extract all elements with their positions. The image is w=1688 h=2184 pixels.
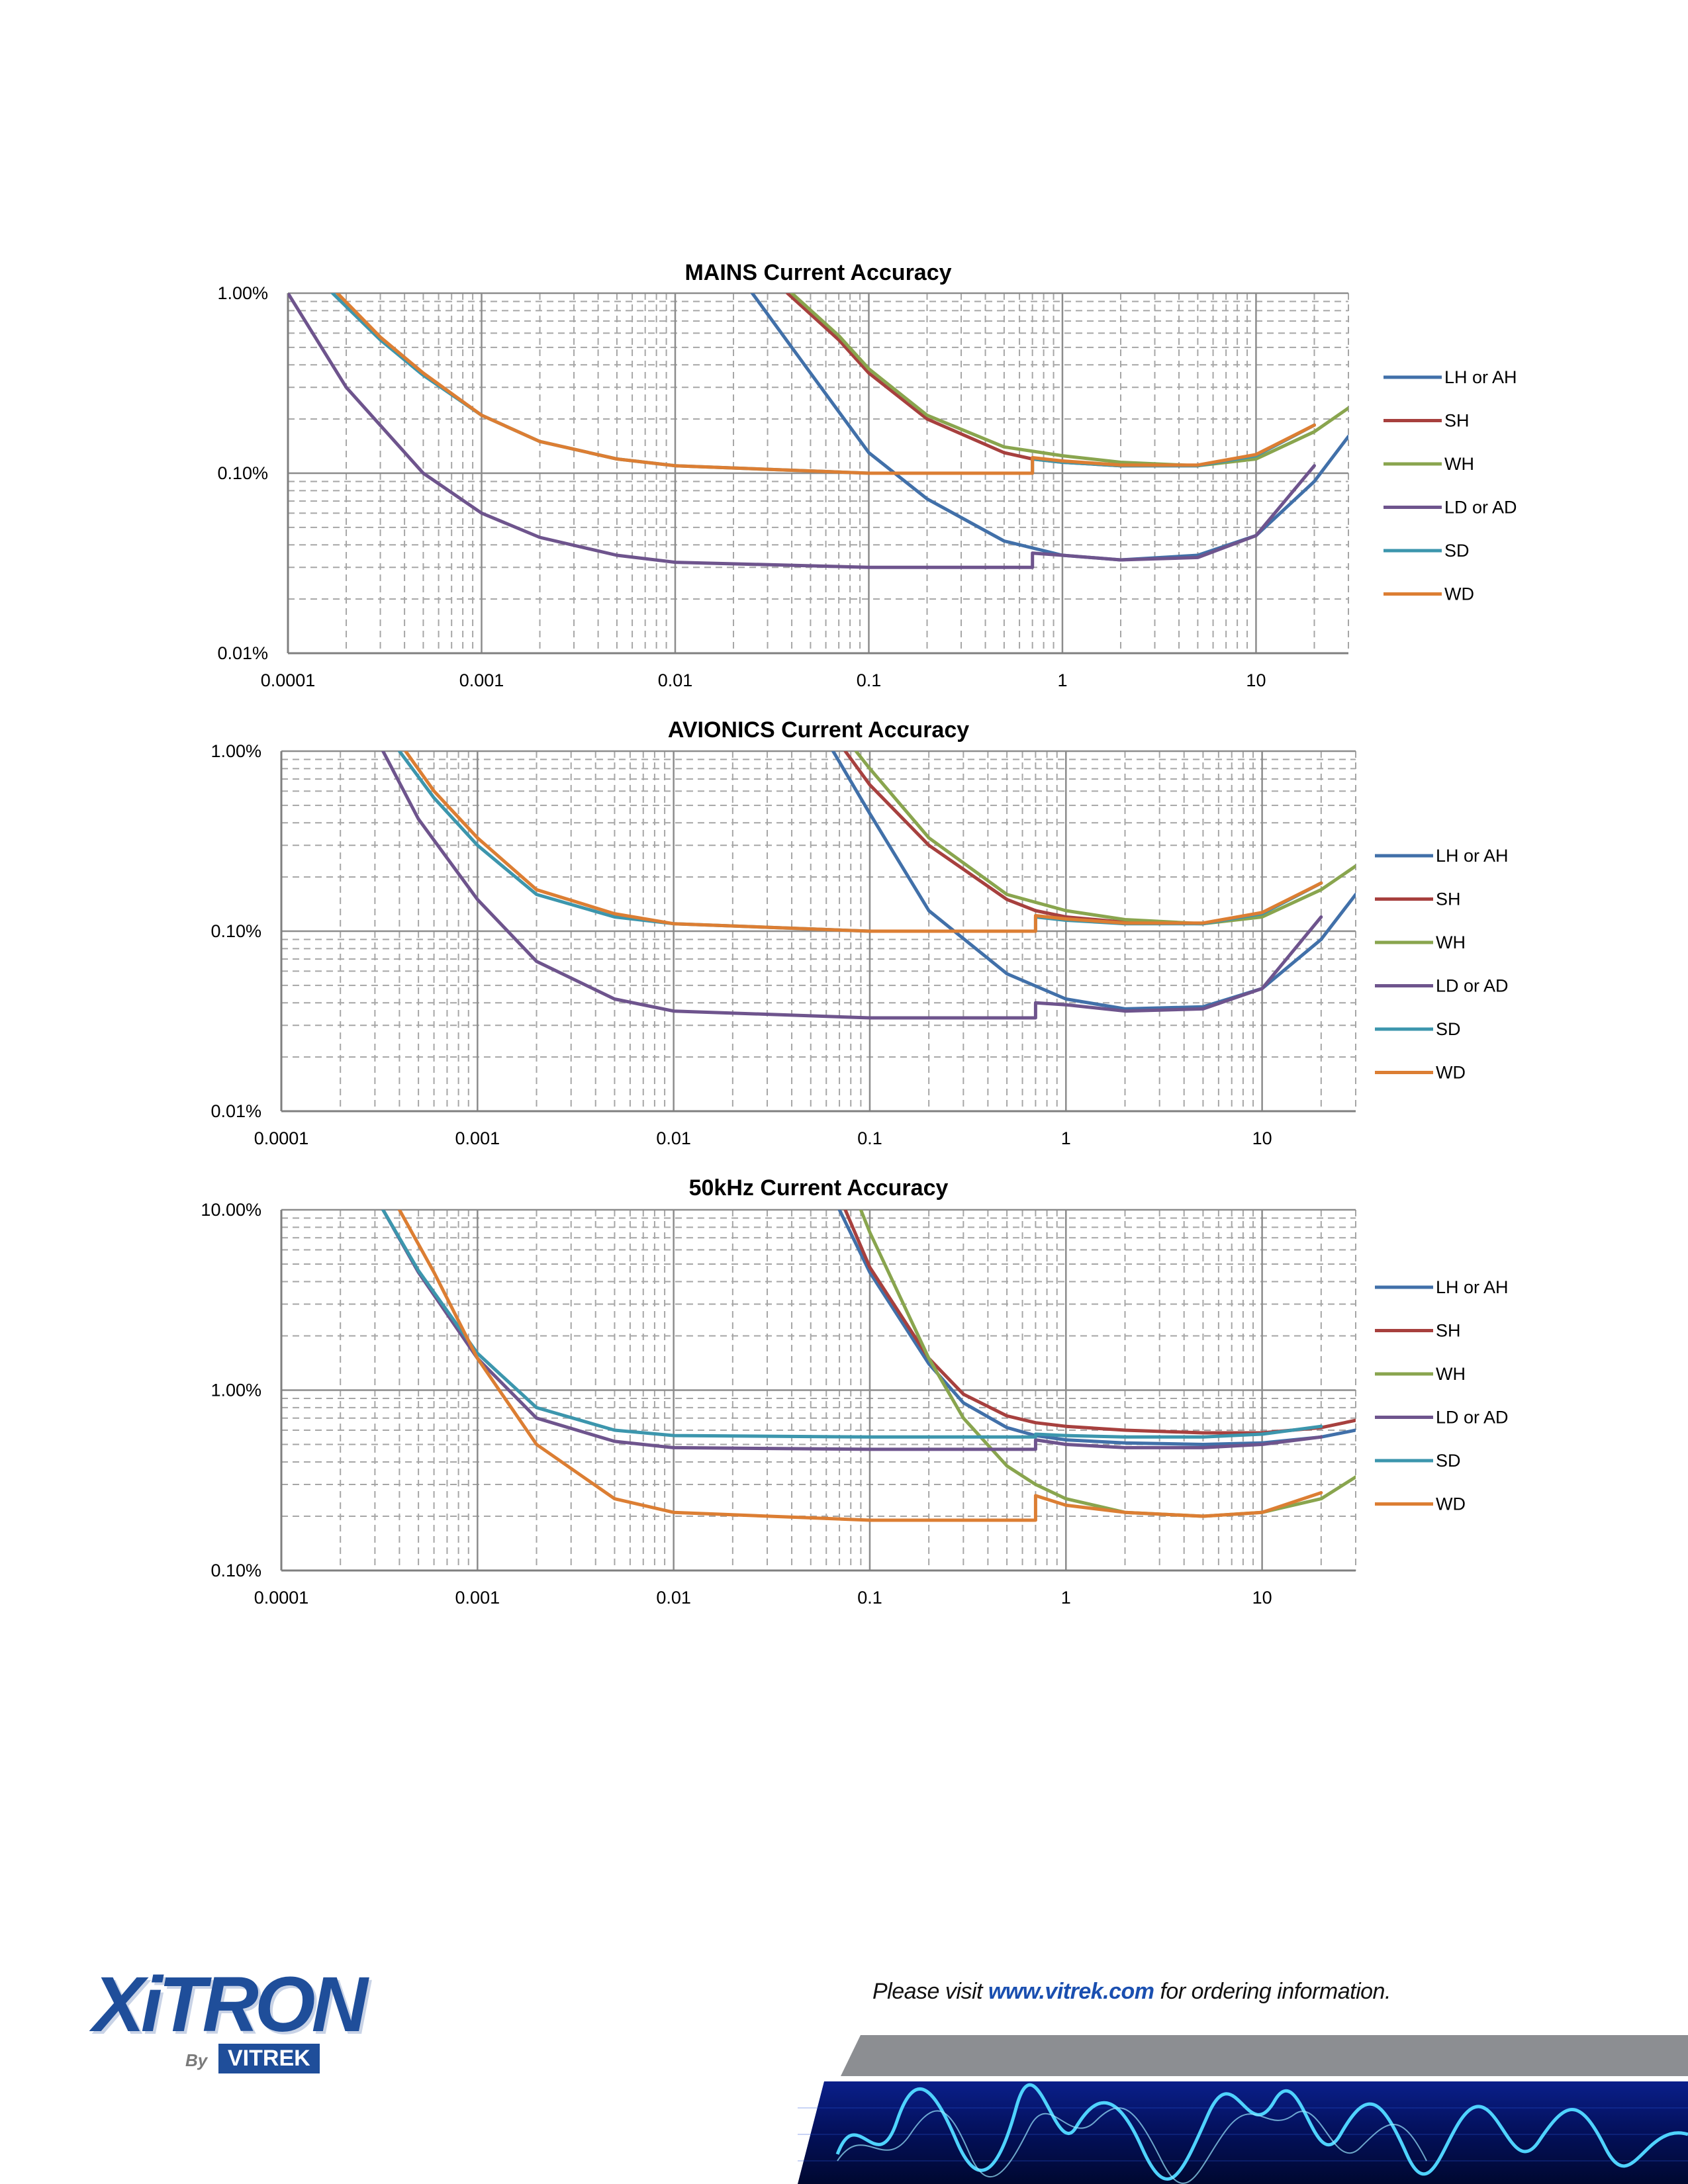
series-line-wd [336, 293, 1316, 475]
legend-label: LH or AH [1436, 846, 1509, 866]
series-line-wh [854, 751, 1356, 926]
legend: LH or AH SH WH LD or AD SD WD [1383, 367, 1517, 604]
xitron-logo: XiTRON By VITREK [93, 1959, 437, 2085]
y-tick-label: 1.00% [217, 283, 268, 303]
logo-by-text: By [185, 2050, 208, 2070]
x-tick-label: 10 [1252, 1128, 1272, 1148]
series-line-wd [397, 1210, 1323, 1522]
logo-vitrek-badge: VITREK [218, 2044, 320, 2074]
series-group [381, 751, 1356, 1020]
x-tick-label: 0.0001 [254, 1128, 309, 1148]
x-tick-label: 1 [1057, 670, 1067, 690]
x-tick-label: 0.001 [455, 1588, 500, 1608]
x-tick-label: 0.01 [656, 1588, 691, 1608]
grid [280, 1208, 1356, 1572]
legend-label: LH or AH [1444, 367, 1517, 387]
ordering-note-suffix: for ordering information. [1154, 1979, 1391, 2004]
chart-title: AVIONICS Current Accuracy [668, 717, 969, 743]
x-tick-label: 0.01 [658, 670, 693, 690]
series-group [381, 1210, 1356, 1522]
ordering-note: Please visit www.vitrek.com for ordering… [872, 1979, 1391, 2005]
charts-area: MAINS Current Accuracy 0.0001 0.001 0.01 0.1… [201, 260, 1517, 1608]
y-tick-label: 0.01% [211, 1101, 261, 1121]
chart-title: 50kHz Current Accuracy [689, 1175, 949, 1201]
series-line-sh [843, 1210, 1356, 1435]
x-tick-label: 1 [1061, 1588, 1071, 1608]
x-tick-label: 0.001 [455, 1128, 500, 1148]
legend-label: WH [1436, 933, 1466, 952]
series-line-sd [381, 1210, 1323, 1439]
x-tick-label: 0.0001 [261, 670, 316, 690]
series-group [288, 293, 1348, 569]
legend-label: WD [1436, 1063, 1466, 1083]
logo-wordmark: XiTRON [93, 1961, 368, 2048]
y-tick-label: 0.10% [211, 921, 261, 941]
legend-label: WD [1444, 584, 1474, 604]
vitrek-link[interactable]: www.vitrek.com [988, 1979, 1154, 2004]
series-line-ld-or-ad [288, 293, 1316, 569]
legend-label: SD [1444, 541, 1470, 561]
series-line-sh [786, 293, 1316, 468]
x-tick-label: 0.0001 [254, 1588, 309, 1608]
legend: LH or AH SH WH LD or AD SD WD [1375, 846, 1509, 1083]
footer-gray-band [841, 2035, 1688, 2076]
x-tick-label: 0.001 [459, 670, 504, 690]
series-line-ld-or-ad [381, 751, 1323, 1020]
x-tick-label: 10 [1252, 1588, 1272, 1608]
legend-label: WH [1444, 454, 1474, 474]
chart-2: AVIONICS Current Accuracy 0.0001 0.001 0.01… [211, 717, 1508, 1148]
ordering-note-prefix: Please visit [872, 1979, 988, 2004]
legend-label: LD or AD [1436, 1408, 1509, 1428]
x-tick-label: 0.1 [857, 1128, 882, 1148]
legend-label: LH or AH [1436, 1277, 1509, 1297]
x-tick-label: 0.1 [857, 670, 882, 690]
series-line-lh-or-ah [831, 751, 1356, 1011]
chart-3: 50kHz Current Accuracy 0.0001 0.001 0.01 0.1… [201, 1175, 1508, 1608]
y-tick-label: 1.00% [211, 1381, 261, 1400]
legend-label: LD or AD [1436, 976, 1509, 996]
waveform-banner [798, 2081, 1688, 2184]
legend-label: WD [1436, 1494, 1466, 1514]
grid [287, 292, 1349, 655]
legend-label: SH [1436, 889, 1461, 909]
legend-label: SD [1436, 1451, 1461, 1471]
chart-title: MAINS Current Accuracy [684, 260, 951, 285]
series-line-lh-or-ah [837, 1210, 1356, 1446]
chart-1: MAINS Current Accuracy 0.0001 0.001 0.01 0.1… [217, 260, 1517, 690]
y-tick-label: 10.00% [201, 1200, 261, 1220]
legend-label: WH [1436, 1364, 1466, 1384]
y-tick-label: 1.00% [211, 741, 261, 761]
y-tick-label: 0.01% [217, 643, 268, 663]
legend-label: SH [1436, 1321, 1461, 1341]
series-line-ld-or-ad [381, 1210, 1323, 1451]
x-tick-label: 10 [1246, 670, 1266, 690]
legend-label: SH [1444, 411, 1470, 431]
legend-label: SD [1436, 1019, 1461, 1039]
y-tick-label: 0.10% [211, 1561, 261, 1580]
series-line-wh [790, 293, 1348, 468]
x-tick-label: 0.1 [857, 1588, 882, 1608]
series-line-sh [843, 751, 1323, 926]
x-tick-label: 1 [1061, 1128, 1071, 1148]
y-tick-label: 0.10% [217, 463, 268, 483]
legend-label: LD or AD [1444, 498, 1517, 518]
grid [280, 750, 1356, 1113]
series-line-wd [404, 751, 1323, 933]
x-tick-label: 0.01 [656, 1128, 691, 1148]
legend: LH or AH SH WH LD or AD SD WD [1375, 1277, 1509, 1514]
